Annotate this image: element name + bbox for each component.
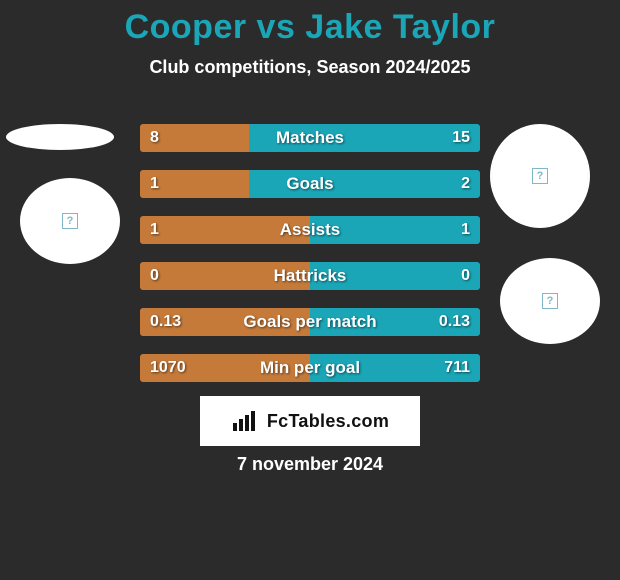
bar-row-goals-per-match: 0.13 0.13 Goals per match (140, 308, 480, 336)
bar-label: Assists (140, 216, 480, 244)
bar-row-min-per-goal: 1070 711 Min per goal (140, 354, 480, 382)
bar-label: Min per goal (140, 354, 480, 382)
image-placeholder-icon: ? (542, 293, 558, 309)
bar-label: Matches (140, 124, 480, 152)
oval-top-left (6, 124, 114, 150)
stat-bars: 8 15 Matches 1 2 Goals 1 1 Assists 0 0 H… (140, 124, 480, 400)
oval-top-right: ? (490, 124, 590, 228)
bar-label: Goals (140, 170, 480, 198)
brand-text: FcTables.com (267, 411, 389, 432)
page-title: Cooper vs Jake Taylor (0, 0, 620, 47)
bar-row-matches: 8 15 Matches (140, 124, 480, 152)
bar-row-hattricks: 0 0 Hattricks (140, 262, 480, 290)
bars-logo-icon (231, 409, 261, 433)
bar-row-goals: 1 2 Goals (140, 170, 480, 198)
oval-bottom-left: ? (20, 178, 120, 264)
image-placeholder-icon: ? (532, 168, 548, 184)
bar-row-assists: 1 1 Assists (140, 216, 480, 244)
page-subtitle: Club competitions, Season 2024/2025 (0, 57, 620, 78)
stage: Cooper vs Jake Taylor Club competitions,… (0, 0, 620, 580)
bar-label: Goals per match (140, 308, 480, 336)
oval-bottom-right: ? (500, 258, 600, 344)
brand-badge: FcTables.com (200, 396, 420, 446)
image-placeholder-icon: ? (62, 213, 78, 229)
bar-label: Hattricks (140, 262, 480, 290)
date-label: 7 november 2024 (0, 454, 620, 475)
